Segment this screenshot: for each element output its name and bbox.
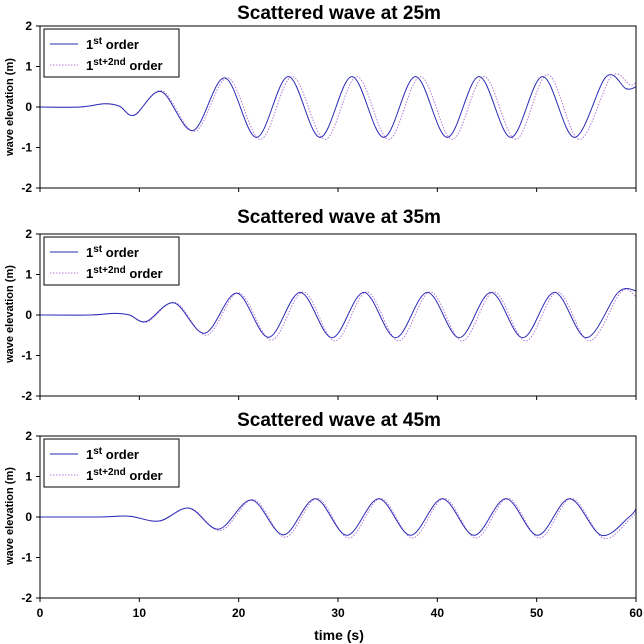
y-tick-label: 0 (25, 100, 32, 114)
x-tick-label: 10 (133, 606, 147, 620)
chart-panel-45m: Scattered wave at 45m wave elevation (m)… (4, 410, 643, 643)
legend-label-base: 1 (86, 447, 93, 462)
y-axis-label: wave elevation (m) (4, 265, 16, 364)
y-tick-label: 1 (25, 268, 32, 282)
y-tick-label: 2 (25, 227, 32, 241)
y-tick-label: 0 (25, 308, 32, 322)
legend-label-mid: +2 (102, 57, 114, 68)
legend-label-sup: st (93, 467, 103, 478)
series-lines (40, 73, 636, 140)
y-tick-label: 1 (25, 60, 32, 74)
y-tick-label: 2 (25, 19, 32, 33)
legend-label-tail: order (102, 245, 139, 260)
x-tick-label: 60 (629, 606, 643, 620)
y-tick-label: 1 (25, 470, 32, 484)
series-lines (40, 497, 636, 539)
legend-label-first-second-order: 1st+2nd order (86, 467, 163, 483)
legend-label-first-order: 1st order (86, 36, 139, 52)
legend-label-first-order: 1st order (86, 244, 139, 260)
legend-label-tail: order (126, 266, 163, 281)
x-tick-label: 30 (331, 606, 345, 620)
series-lines (40, 287, 636, 342)
series-line-first-second-order (40, 497, 636, 539)
legend-label-first-order: 1st order (86, 446, 139, 462)
legend-label-sup: st (93, 244, 103, 255)
legend-label-tail: order (126, 468, 163, 483)
y-tick-label: -2 (21, 591, 32, 605)
series-line-first-order (40, 74, 636, 138)
x-tick-label: 50 (530, 606, 544, 620)
series-line-first-order (40, 287, 636, 339)
legend-label-tail: order (102, 447, 139, 462)
legend-label-tail: order (126, 58, 163, 73)
legend-box (43, 438, 180, 488)
legend-label-mid: +2 (102, 467, 114, 478)
y-tick-label: -2 (21, 181, 32, 195)
legend-label-sup: st (93, 265, 103, 276)
chart-title: Scattered wave at 25m (237, 3, 441, 24)
legend-label-first-second-order: 1st+2nd order (86, 57, 163, 73)
y-tick-label: -1 (21, 551, 32, 565)
series-line-first-second-order (40, 73, 636, 140)
x-axis-label: time (s) (314, 627, 364, 643)
chart-title: Scattered wave at 35m (237, 207, 441, 228)
chart-panel-35m: Scattered wave at 35m wave elevation (m)… (4, 207, 637, 403)
legend-label-first-second-order: 1st+2nd order (86, 265, 163, 281)
x-tick-label: 20 (232, 606, 246, 620)
y-tick-label: -2 (21, 389, 32, 403)
legend-label-mid: +2 (102, 265, 114, 276)
legend-label-base: 1 (86, 58, 93, 73)
legend-label-sup2: nd (114, 265, 126, 276)
y-tick-label: 0 (25, 510, 32, 524)
legend-label-tail: order (102, 37, 139, 52)
legend-label-sup: st (93, 446, 103, 457)
chart-panel-25m: Scattered wave at 25m wave elevation (m)… (4, 3, 637, 195)
x-tick-label: 40 (431, 606, 445, 620)
y-axis-label: wave elevation (m) (4, 467, 16, 566)
legend-label-base: 1 (86, 245, 93, 260)
y-tick-label: 2 (25, 429, 32, 443)
legend-box (43, 236, 180, 286)
legend-label-sup2: nd (114, 57, 126, 68)
legend-label-sup: st (93, 36, 103, 47)
y-tick-label: -1 (21, 141, 32, 155)
legend-label-base: 1 (86, 266, 93, 281)
y-axis-label: wave elevation (m) (4, 58, 16, 157)
legend-label-sup2: nd (114, 467, 126, 478)
y-tick-label: -1 (21, 349, 32, 363)
series-line-first-order (40, 498, 636, 536)
legend-label-sup: st (93, 57, 103, 68)
chart-title: Scattered wave at 45m (237, 410, 441, 431)
legend-label-base: 1 (86, 468, 93, 483)
x-tick-label: 0 (37, 606, 44, 620)
legend-label-base: 1 (86, 37, 93, 52)
legend-box (43, 28, 180, 78)
